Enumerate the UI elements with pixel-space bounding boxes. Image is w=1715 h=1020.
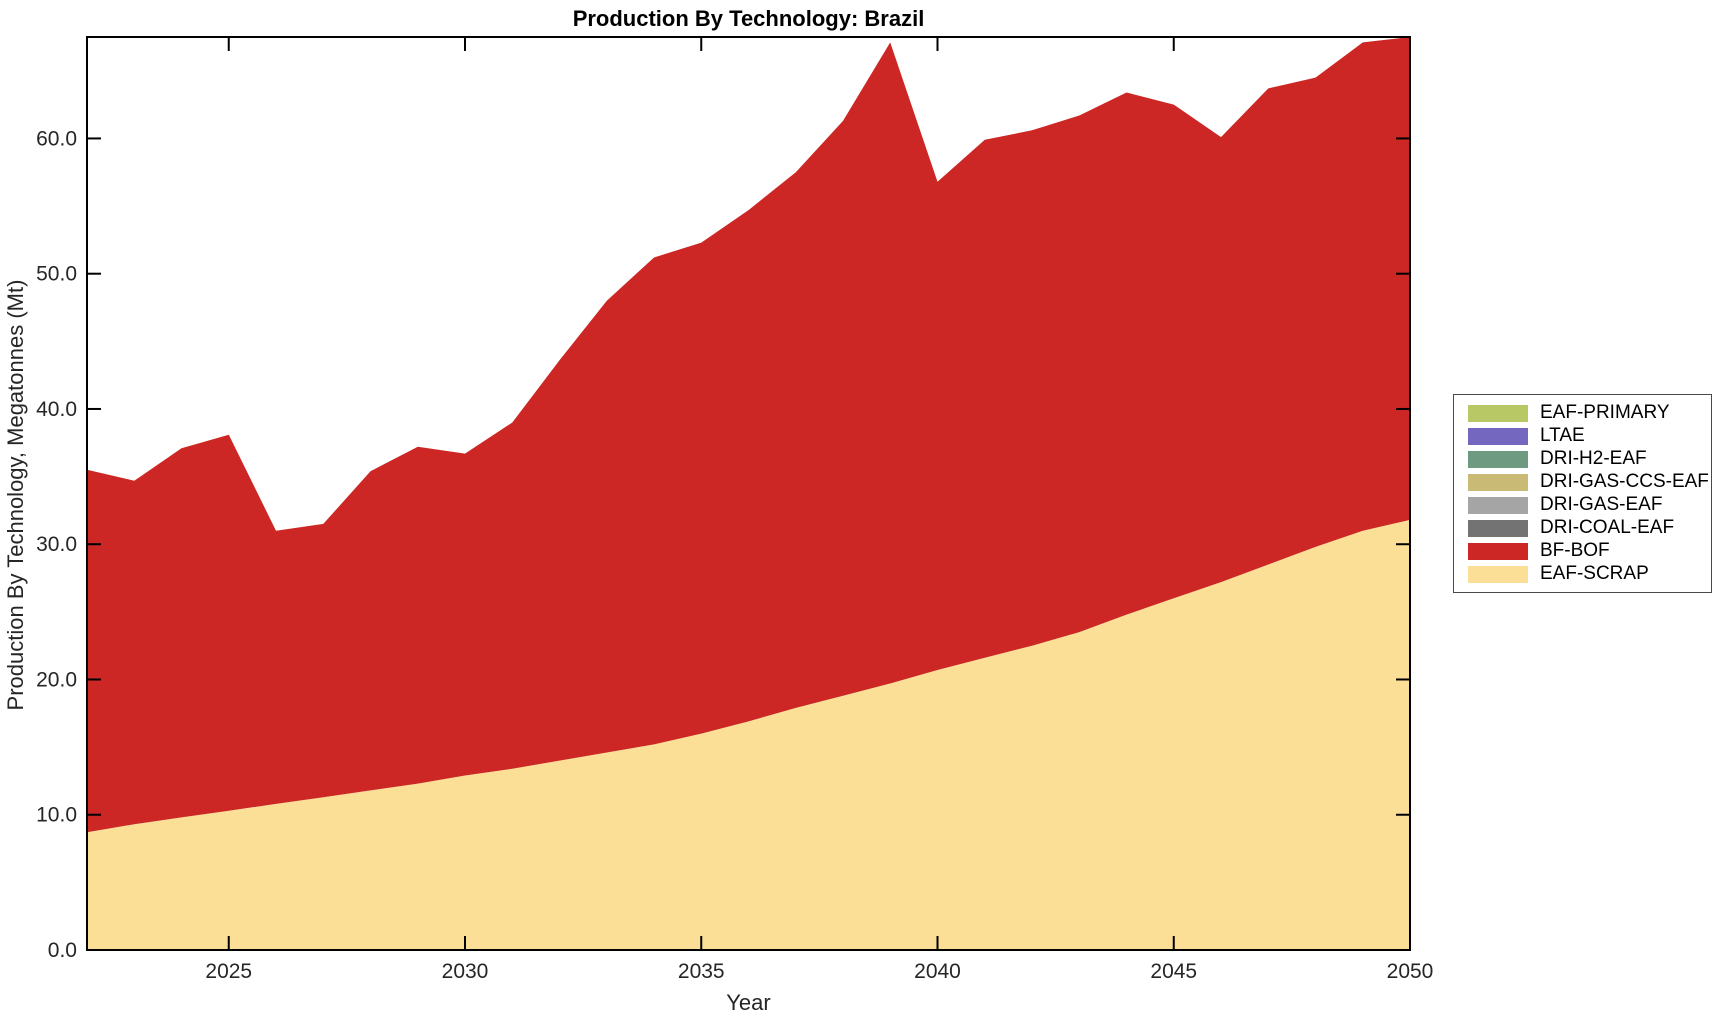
legend-item: DRI-GAS-CCS-EAF xyxy=(1454,471,1711,494)
x-tick-label: 2030 xyxy=(442,960,489,983)
y-tick-label: 40.0 xyxy=(36,398,77,421)
legend-item: DRI-COAL-EAF xyxy=(1454,517,1711,540)
legend-label: BF-BOF xyxy=(1540,540,1610,561)
y-tick-label: 50.0 xyxy=(36,263,77,286)
legend-item: DRI-H2-EAF xyxy=(1454,448,1711,471)
y-tick-label: 20.0 xyxy=(36,668,77,691)
legend-item: BF-BOF xyxy=(1454,540,1711,563)
stacked-areas xyxy=(87,37,1410,950)
chart-title: Production By Technology: Brazil xyxy=(572,6,925,31)
area-series-bf-bof xyxy=(87,37,1410,833)
legend-swatch-dri-coal-eaf xyxy=(1468,519,1528,537)
legend-item: EAF-SCRAP xyxy=(1454,563,1711,586)
legend-item: LTAE xyxy=(1454,425,1711,448)
y-tick-label: 60.0 xyxy=(36,127,77,150)
legend-label: LTAE xyxy=(1540,425,1585,446)
legend-label: DRI-H2-EAF xyxy=(1540,448,1647,469)
legend-swatch-ltae xyxy=(1468,427,1528,445)
area-series-eaf-scrap xyxy=(87,519,1410,950)
x-tick-label: 2025 xyxy=(205,960,252,983)
legend-swatch-eaf-primary xyxy=(1468,404,1528,422)
tick-labels: 2025 2030 2035 2040 2045 2050 0.0 10.0 20.0 30.0 4… xyxy=(36,127,1433,983)
y-axis-label: Production By Technology, Megatonnes (Mt… xyxy=(3,279,28,711)
y-tick-label: 10.0 xyxy=(36,804,77,827)
legend-swatch-dri-gas-ccs-eaf xyxy=(1468,473,1528,491)
y-tick-label: 30.0 xyxy=(36,533,77,556)
legend-label: DRI-GAS-EAF xyxy=(1540,494,1663,515)
legend-swatch-bf-bof xyxy=(1468,542,1528,560)
legend-label: DRI-GAS-CCS-EAF xyxy=(1540,471,1709,492)
legend-item: DRI-GAS-EAF xyxy=(1454,494,1711,517)
x-tick-label: 2050 xyxy=(1387,960,1434,983)
legend-item: EAF-PRIMARY xyxy=(1454,402,1711,425)
legend-swatch-dri-gas-eaf xyxy=(1468,496,1528,514)
x-tick-label: 2035 xyxy=(678,960,725,983)
legend-swatch-eaf-scrap xyxy=(1468,565,1528,583)
plot-border xyxy=(86,36,1411,951)
legend: EAF-PRIMARY LTAE DRI-H2-EAF DRI-GAS-CCS-… xyxy=(1453,394,1712,593)
legend-swatch-dri-h2-eaf xyxy=(1468,450,1528,468)
legend-label: DRI-COAL-EAF xyxy=(1540,517,1675,538)
legend-label: EAF-SCRAP xyxy=(1540,563,1649,584)
y-tick-label: 0.0 xyxy=(48,939,77,962)
x-tick-label: 2040 xyxy=(914,960,961,983)
x-axis-label: Year xyxy=(726,990,771,1015)
legend-label: EAF-PRIMARY xyxy=(1540,402,1670,423)
x-tick-label: 2045 xyxy=(1150,960,1197,983)
